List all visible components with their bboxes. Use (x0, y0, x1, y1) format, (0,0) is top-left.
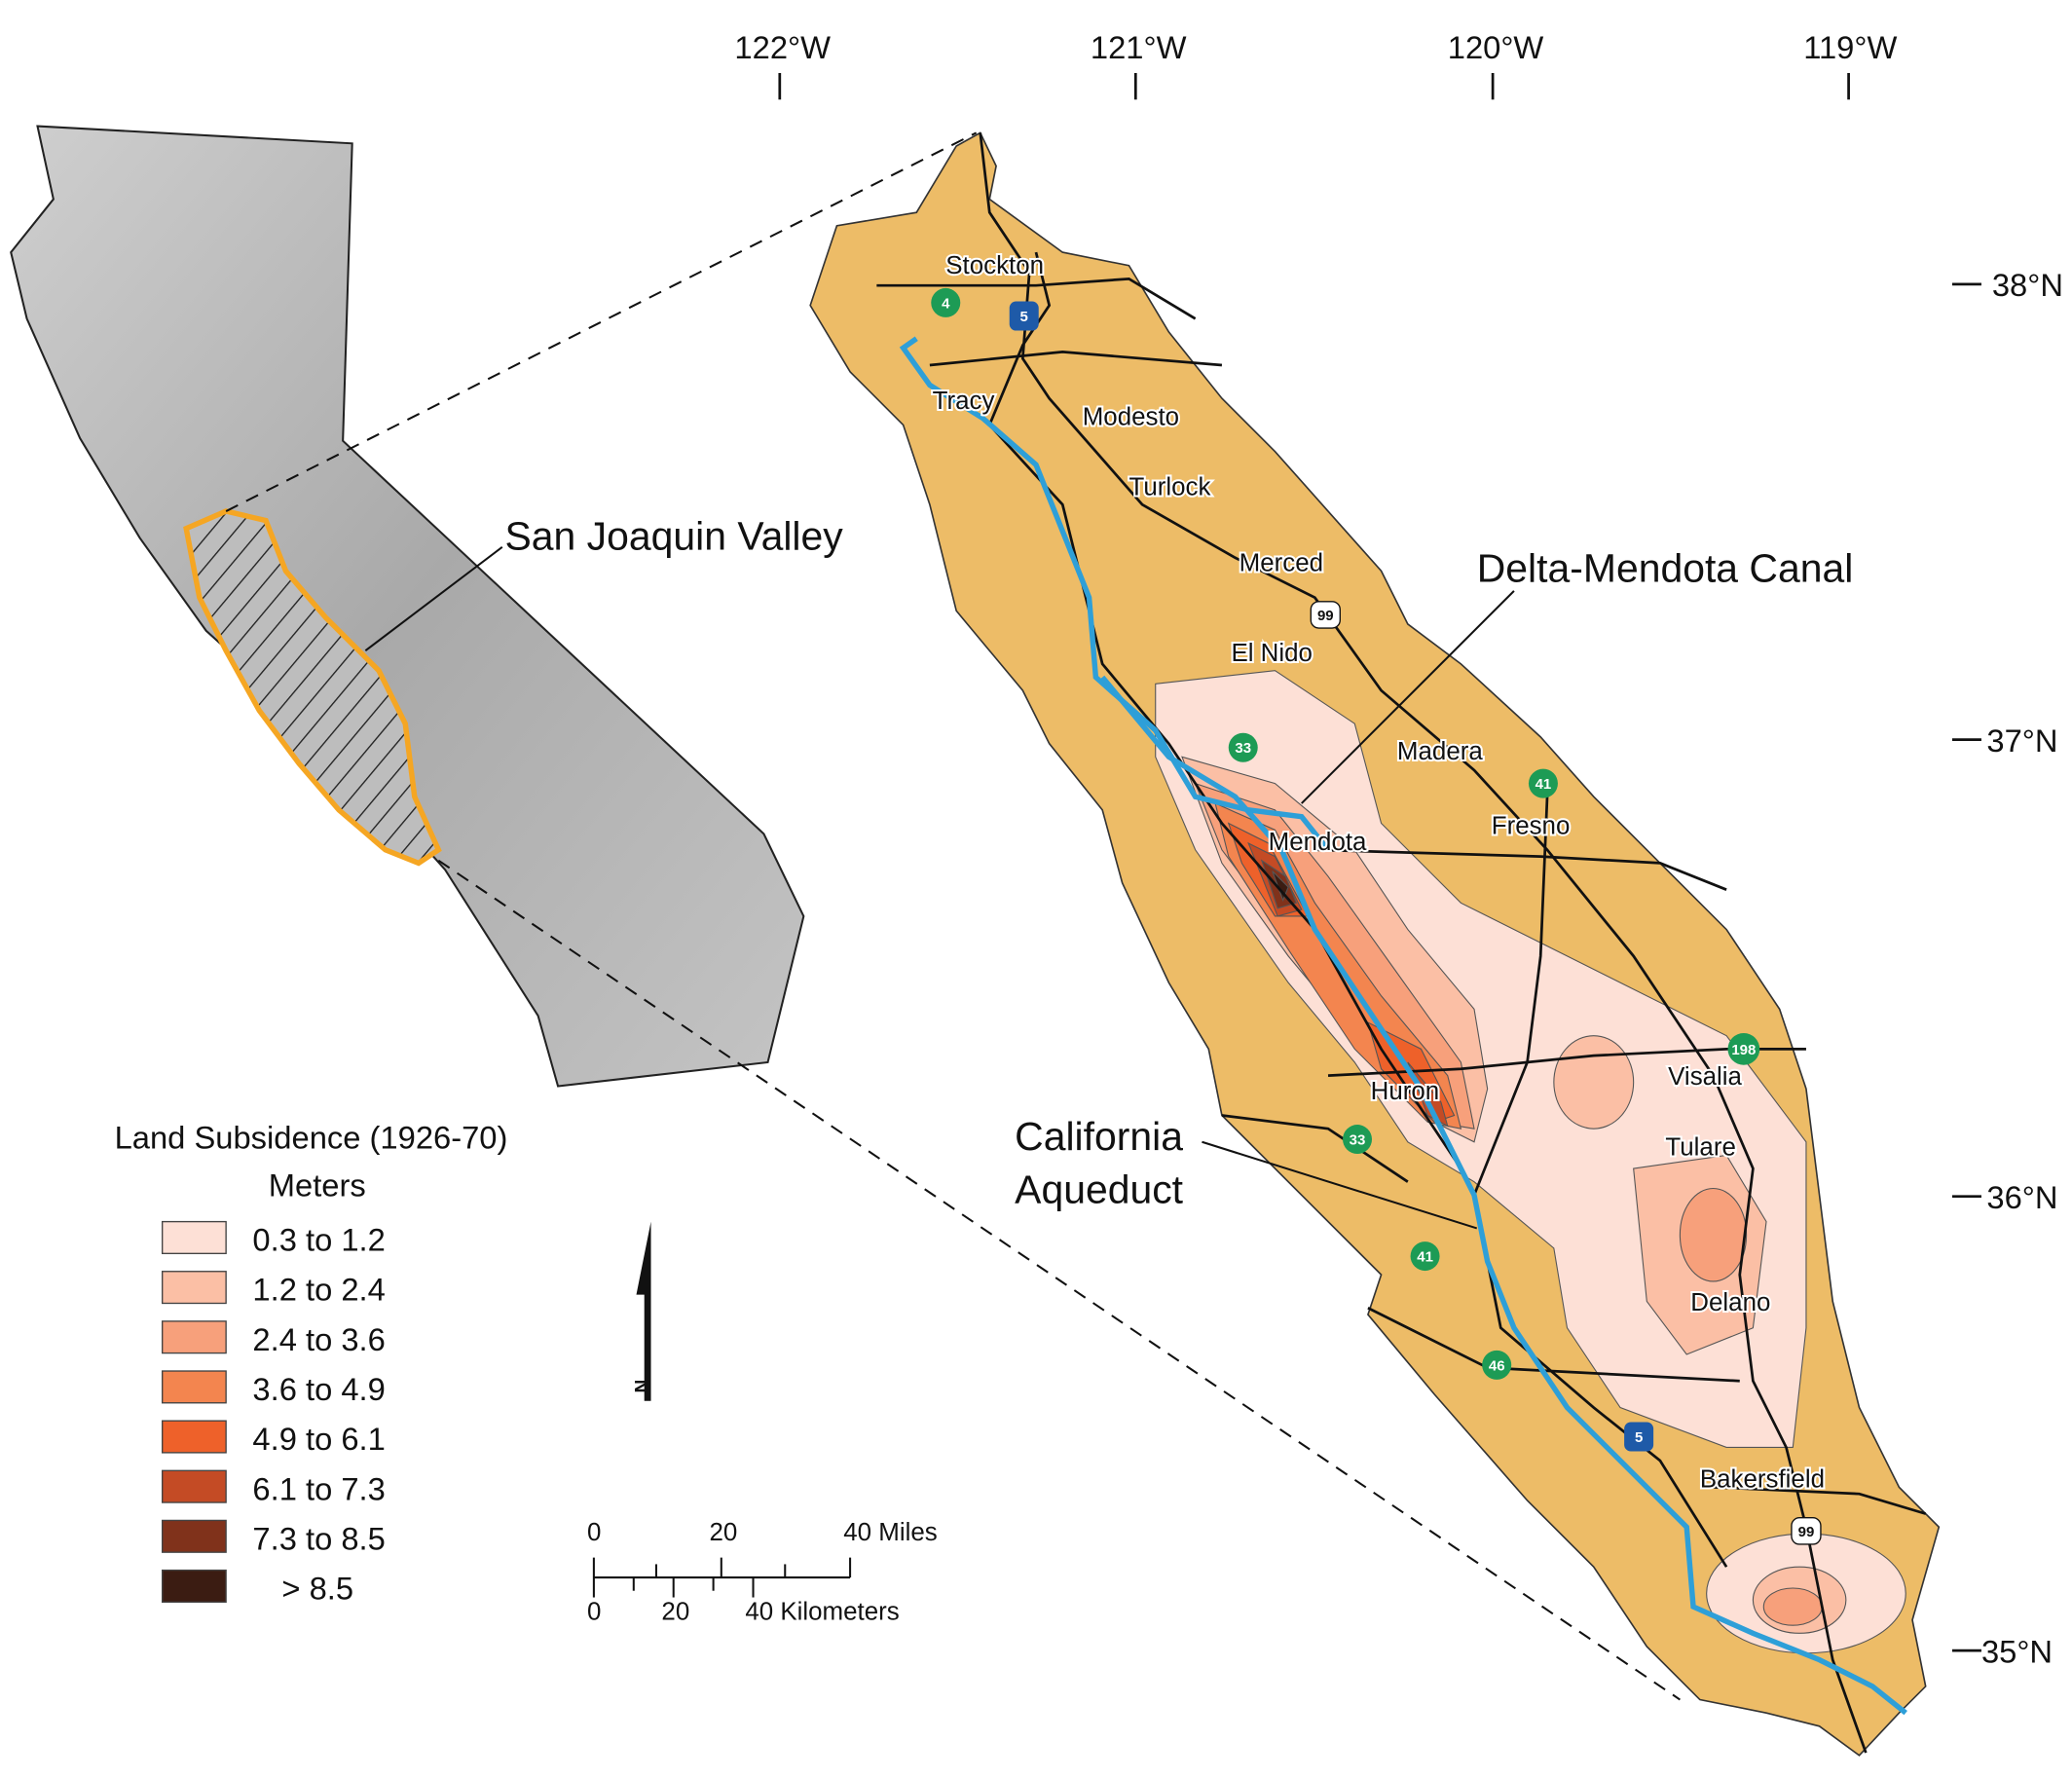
san-joaquin-valley-outline (183, 508, 442, 867)
graticule (778, 73, 1981, 1652)
highway-shield-46: 46 (1482, 1350, 1512, 1380)
us-shield-99: 99 (1310, 601, 1341, 629)
scale-km-40: 40 Kilometers (745, 1599, 899, 1626)
legend-swatch (162, 1220, 227, 1255)
legend-label: 3.6 to 4.9 (252, 1371, 385, 1407)
highway-shield-33: 33 (1228, 732, 1258, 762)
svg-text:33: 33 (1235, 740, 1251, 757)
legend-label: 4.9 to 6.1 (252, 1421, 385, 1457)
svg-text:41: 41 (1536, 776, 1552, 793)
svg-text:46: 46 (1489, 1357, 1505, 1374)
legend-label: 6.1 to 7.3 (252, 1470, 385, 1506)
delta-mendota-label: Delta-Mendota Canal (1477, 545, 1854, 590)
legend-label: > 8.5 (281, 1571, 353, 1607)
svg-text:5: 5 (1635, 1429, 1643, 1446)
scale-mi-0: 0 (587, 1519, 601, 1546)
inset-leader-line (364, 546, 503, 652)
legend-title: Land Subsidence (1926-70) (115, 1120, 508, 1156)
highway-shield-41: 41 (1528, 768, 1558, 798)
city-el-nido: El Nido (1231, 640, 1313, 667)
highway-shields: 4 5 99 33 41 198 33 41 46 5 99 (931, 287, 1822, 1545)
highway-shield-4: 4 (931, 287, 961, 317)
zoom-line-top (225, 131, 978, 512)
lat-35: 35°N (1981, 1633, 2053, 1669)
scale-mi-40: 40 Miles (843, 1519, 938, 1546)
aqueduct-label-2: Aqueduct (1015, 1167, 1183, 1212)
svg-text:33: 33 (1350, 1132, 1366, 1149)
city-merced: Merced (1240, 549, 1323, 576)
legend-label: 0.3 to 1.2 (252, 1222, 385, 1258)
california-aqueduct (1100, 675, 1907, 1716)
us-shield-99-south: 99 (1791, 1517, 1822, 1545)
north-label: N (630, 1380, 650, 1393)
city-bakersfield: Bakersfield (1700, 1465, 1825, 1493)
lon-120: 120°W (1448, 29, 1544, 65)
legend-swatch (162, 1469, 227, 1503)
zoom-line-bottom (437, 859, 1681, 1701)
lon-121: 121°W (1091, 29, 1187, 65)
svg-text:99: 99 (1317, 608, 1334, 624)
svg-text:198: 198 (1731, 1042, 1756, 1058)
lat-38: 38°N (1992, 267, 2063, 303)
city-tulare: Tulare (1665, 1133, 1735, 1161)
legend-swatch (162, 1519, 227, 1553)
callouts: Delta-Mendota Canal California Aqueduct (1015, 545, 1854, 1230)
legend-label: 1.2 to 2.4 (252, 1272, 385, 1308)
city-mendota: Mendota (1269, 829, 1367, 856)
city-turlock: Turlock (1128, 474, 1210, 501)
svg-text:5: 5 (1020, 309, 1028, 325)
lat-36: 36°N (1986, 1179, 2057, 1215)
city-labels: Stockton Tracy Modesto Turlock Merced El… (931, 250, 1827, 1496)
legend-swatch (162, 1370, 227, 1404)
svg-text:4: 4 (942, 295, 950, 312)
scale-km-20: 20 (661, 1599, 689, 1626)
city-tracy: Tracy (933, 388, 995, 415)
valley-map: Stockton Tracy Modesto Turlock Merced El… (809, 131, 1941, 1757)
legend-swatch (162, 1320, 227, 1354)
lat-37: 37°N (1986, 722, 2057, 759)
highway-shield-33-south: 33 (1343, 1125, 1373, 1155)
lon-119: 119°W (1803, 29, 1897, 65)
legend-swatch (162, 1271, 227, 1305)
graticule-labels: 122°W 121°W 120°W 119°W 38°N 37°N 36°N 3… (734, 29, 2063, 1669)
svg-text:41: 41 (1417, 1249, 1433, 1266)
svg-text:99: 99 (1798, 1524, 1815, 1540)
legend-units: Meters (269, 1167, 366, 1204)
scale-km-0: 0 (587, 1599, 601, 1626)
city-visalia: Visalia (1668, 1063, 1742, 1091)
city-modesto: Modesto (1083, 403, 1179, 430)
roads (876, 132, 1927, 1754)
legend-label: 7.3 to 8.5 (252, 1520, 385, 1556)
california-inset: San Joaquin Valley (10, 125, 1681, 1701)
highway-shield-41-south: 41 (1410, 1241, 1440, 1272)
city-huron: Huron (1371, 1078, 1440, 1105)
city-fresno: Fresno (1492, 812, 1571, 839)
scale-bar: 0 20 40 Miles 0 20 40 Kilometers (587, 1519, 938, 1626)
california-relief (10, 125, 805, 1088)
city-madera: Madera (1397, 738, 1483, 765)
inset-label: San Joaquin Valley (505, 514, 844, 559)
legend-swatch (162, 1569, 227, 1603)
city-delano: Delano (1690, 1289, 1770, 1316)
legend: Land Subsidence (1926-70) Meters 0.3 to … (115, 1120, 508, 1607)
interstate-shield-5: 5 (1009, 301, 1039, 331)
interstate-shield-5-south: 5 (1624, 1422, 1654, 1452)
city-stockton: Stockton (945, 252, 1044, 279)
legend-label: 2.4 to 3.6 (252, 1321, 385, 1357)
highway-shield-198: 198 (1727, 1032, 1760, 1065)
aqueduct-label-1: California (1015, 1114, 1183, 1159)
scale-mi-20: 20 (710, 1519, 738, 1546)
north-arrow: N (630, 1221, 651, 1401)
legend-swatch (162, 1420, 227, 1454)
lon-122: 122°W (734, 29, 831, 65)
